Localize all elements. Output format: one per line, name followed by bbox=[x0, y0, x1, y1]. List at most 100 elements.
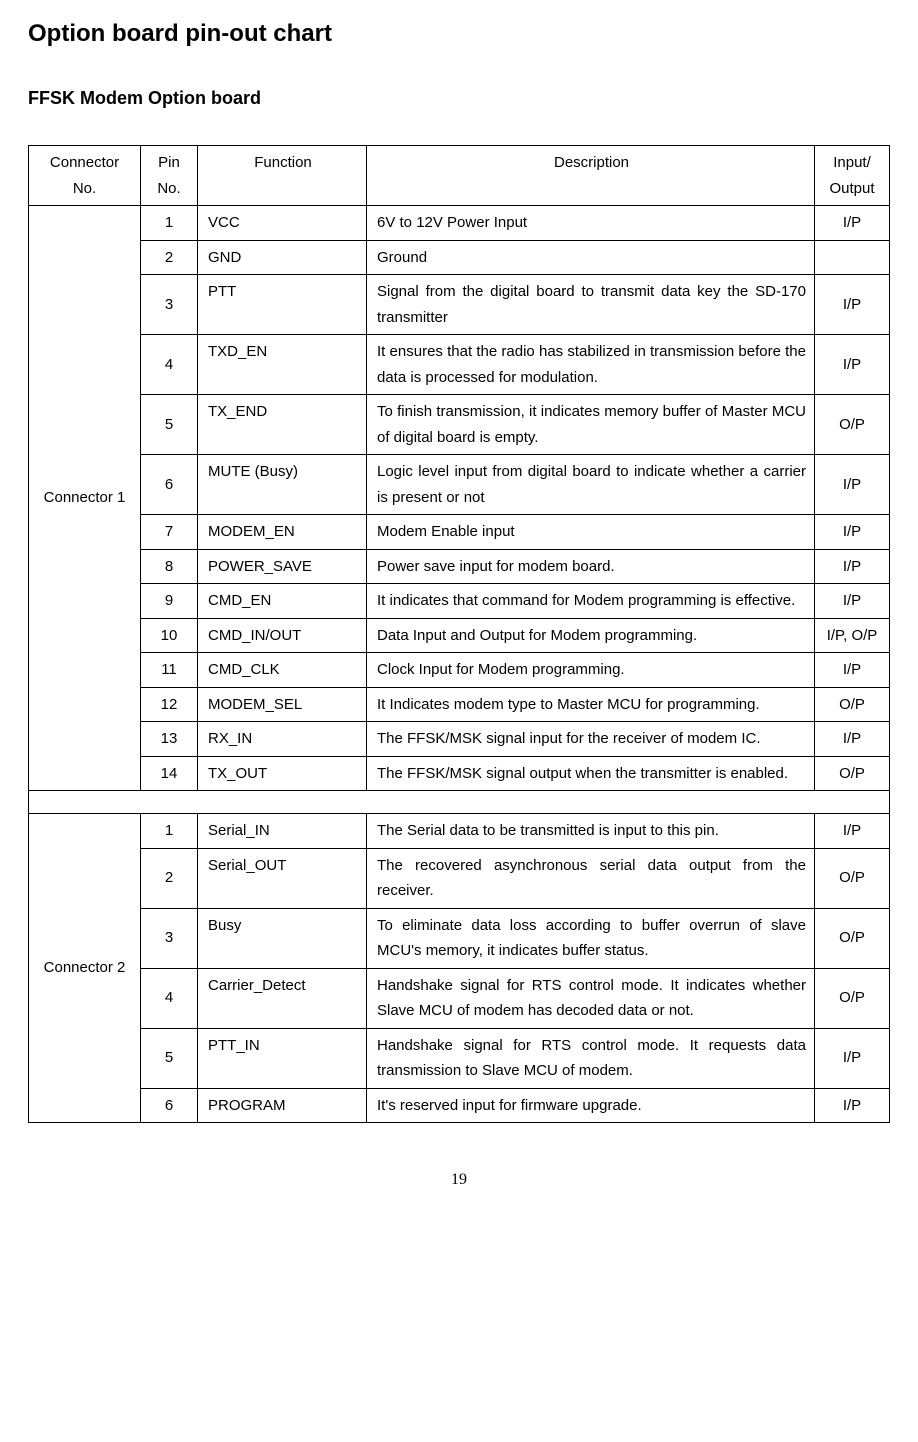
pin-cell: 3 bbox=[141, 275, 198, 335]
pin-cell: 1 bbox=[141, 814, 198, 849]
description-cell: Handshake signal for RTS control mode. I… bbox=[367, 968, 815, 1028]
table-row: 7MODEM_ENModem Enable inputI/P bbox=[29, 515, 890, 550]
pin-cell: 4 bbox=[141, 968, 198, 1028]
io-cell: I/P, O/P bbox=[815, 618, 890, 653]
function-cell: CMD_CLK bbox=[198, 653, 367, 688]
description-cell: Data Input and Output for Modem programm… bbox=[367, 618, 815, 653]
pin-cell: 5 bbox=[141, 395, 198, 455]
description-cell: To eliminate data loss according to buff… bbox=[367, 908, 815, 968]
io-cell: I/P bbox=[815, 549, 890, 584]
header-description: Description bbox=[367, 146, 815, 206]
pin-cell: 2 bbox=[141, 240, 198, 275]
connector-cell: Connector 2 bbox=[29, 814, 141, 1123]
description-cell: Logic level input from digital board to … bbox=[367, 455, 815, 515]
table-row: 3BusyTo eliminate data loss according to… bbox=[29, 908, 890, 968]
io-cell: I/P bbox=[815, 653, 890, 688]
description-cell: It's reserved input for firmware upgrade… bbox=[367, 1088, 815, 1123]
io-cell: I/P bbox=[815, 722, 890, 757]
io-cell bbox=[815, 240, 890, 275]
header-connector: Connector No. bbox=[29, 146, 141, 206]
pin-cell: 4 bbox=[141, 335, 198, 395]
function-cell: TXD_EN bbox=[198, 335, 367, 395]
header-io: Input/ Output bbox=[815, 146, 890, 206]
table-row: 9CMD_ENIt indicates that command for Mod… bbox=[29, 584, 890, 619]
pin-cell: 13 bbox=[141, 722, 198, 757]
function-cell: RX_IN bbox=[198, 722, 367, 757]
function-cell: MODEM_EN bbox=[198, 515, 367, 550]
description-cell: The recovered asynchronous serial data o… bbox=[367, 848, 815, 908]
table-row: 4Carrier_DetectHandshake signal for RTS … bbox=[29, 968, 890, 1028]
function-cell: GND bbox=[198, 240, 367, 275]
io-cell: I/P bbox=[815, 814, 890, 849]
io-cell: I/P bbox=[815, 1028, 890, 1088]
table-row: Connector 21Serial_INThe Serial data to … bbox=[29, 814, 890, 849]
table-row: 12MODEM_SELIt Indicates modem type to Ma… bbox=[29, 687, 890, 722]
pin-cell: 12 bbox=[141, 687, 198, 722]
function-cell: Carrier_Detect bbox=[198, 968, 367, 1028]
header-function: Function bbox=[198, 146, 367, 206]
function-cell: TX_END bbox=[198, 395, 367, 455]
pin-cell: 10 bbox=[141, 618, 198, 653]
description-cell: It indicates that command for Modem prog… bbox=[367, 584, 815, 619]
table-row: 2Serial_OUTThe recovered asynchronous se… bbox=[29, 848, 890, 908]
io-cell: O/P bbox=[815, 908, 890, 968]
function-cell: PTT_IN bbox=[198, 1028, 367, 1088]
io-cell: I/P bbox=[815, 584, 890, 619]
table-row: 5TX_ENDTo finish transmission, it indica… bbox=[29, 395, 890, 455]
function-cell: Busy bbox=[198, 908, 367, 968]
description-cell: Clock Input for Modem programming. bbox=[367, 653, 815, 688]
description-cell: The FFSK/MSK signal input for the receiv… bbox=[367, 722, 815, 757]
pin-cell: 1 bbox=[141, 206, 198, 241]
io-cell: I/P bbox=[815, 515, 890, 550]
description-cell: The FFSK/MSK signal output when the tran… bbox=[367, 756, 815, 791]
table-row: 14TX_OUTThe FFSK/MSK signal output when … bbox=[29, 756, 890, 791]
pin-cell: 6 bbox=[141, 455, 198, 515]
function-cell: MUTE (Busy) bbox=[198, 455, 367, 515]
pin-cell: 2 bbox=[141, 848, 198, 908]
function-cell: CMD_IN/OUT bbox=[198, 618, 367, 653]
table-row: 13RX_INThe FFSK/MSK signal input for the… bbox=[29, 722, 890, 757]
table-row: 11CMD_CLKClock Input for Modem programmi… bbox=[29, 653, 890, 688]
function-cell: PTT bbox=[198, 275, 367, 335]
table-row: 8POWER_SAVEPower save input for modem bo… bbox=[29, 549, 890, 584]
pin-cell: 14 bbox=[141, 756, 198, 791]
io-cell: O/P bbox=[815, 395, 890, 455]
io-cell: I/P bbox=[815, 335, 890, 395]
table-row: 6PROGRAMIt's reserved input for firmware… bbox=[29, 1088, 890, 1123]
function-cell: CMD_EN bbox=[198, 584, 367, 619]
function-cell: PROGRAM bbox=[198, 1088, 367, 1123]
io-cell: O/P bbox=[815, 968, 890, 1028]
pinout-table: Connector No. Pin No. Function Descripti… bbox=[28, 145, 890, 1123]
io-cell: I/P bbox=[815, 275, 890, 335]
function-cell: VCC bbox=[198, 206, 367, 241]
description-cell: It ensures that the radio has stabilized… bbox=[367, 335, 815, 395]
description-cell: Handshake signal for RTS control mode. I… bbox=[367, 1028, 815, 1088]
spacer-cell bbox=[29, 791, 890, 814]
pin-cell: 6 bbox=[141, 1088, 198, 1123]
page-number: 19 bbox=[28, 1171, 890, 1189]
table-row: 3PTTSignal from the digital board to tra… bbox=[29, 275, 890, 335]
table-row: 5PTT_INHandshake signal for RTS control … bbox=[29, 1028, 890, 1088]
table-row: 10CMD_IN/OUTData Input and Output for Mo… bbox=[29, 618, 890, 653]
description-cell: To finish transmission, it indicates mem… bbox=[367, 395, 815, 455]
description-cell: Signal from the digital board to transmi… bbox=[367, 275, 815, 335]
io-cell: I/P bbox=[815, 455, 890, 515]
table-row: 6MUTE (Busy)Logic level input from digit… bbox=[29, 455, 890, 515]
page-title: Option board pin-out chart bbox=[28, 20, 890, 48]
function-cell: Serial_IN bbox=[198, 814, 367, 849]
function-cell: MODEM_SEL bbox=[198, 687, 367, 722]
description-cell: The Serial data to be transmitted is inp… bbox=[367, 814, 815, 849]
table-row: 4TXD_ENIt ensures that the radio has sta… bbox=[29, 335, 890, 395]
pin-cell: 7 bbox=[141, 515, 198, 550]
function-cell: TX_OUT bbox=[198, 756, 367, 791]
table-row: Connector 11VCC6V to 12V Power InputI/P bbox=[29, 206, 890, 241]
description-cell: Modem Enable input bbox=[367, 515, 815, 550]
description-cell: It Indicates modem type to Master MCU fo… bbox=[367, 687, 815, 722]
header-row: Connector No. Pin No. Function Descripti… bbox=[29, 146, 890, 206]
io-cell: O/P bbox=[815, 687, 890, 722]
io-cell: O/P bbox=[815, 848, 890, 908]
function-cell: POWER_SAVE bbox=[198, 549, 367, 584]
io-cell: O/P bbox=[815, 756, 890, 791]
pin-cell: 11 bbox=[141, 653, 198, 688]
io-cell: I/P bbox=[815, 1088, 890, 1123]
